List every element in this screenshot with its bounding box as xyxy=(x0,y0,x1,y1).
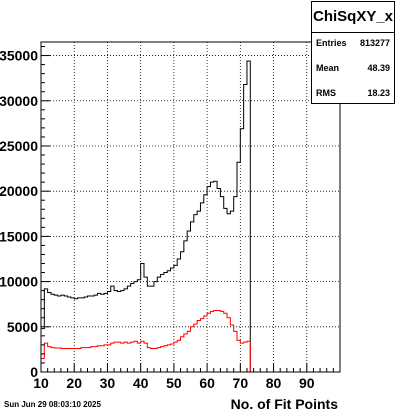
stats-label: RMS xyxy=(316,88,336,98)
x-tick-label: 60 xyxy=(199,375,215,391)
x-axis-title: No. of Fit Points xyxy=(230,396,338,412)
stats-box: ChiSqXY_x Entries 813277 Mean 48.39 RMS … xyxy=(311,1,395,104)
stats-label: Mean xyxy=(316,63,340,73)
y-tick-label: 15000 xyxy=(0,228,38,244)
grid-lines xyxy=(41,42,340,372)
timestamp: Sun Jun 29 08:03:10 2025 xyxy=(4,400,101,409)
y-tick-label: 35000 xyxy=(0,48,38,64)
histogram-series-1-line xyxy=(41,60,340,373)
x-tick-label: 10 xyxy=(33,375,49,391)
histogram-series xyxy=(41,60,340,373)
x-tick-label: 40 xyxy=(133,375,149,391)
stats-title: ChiSqXY_x xyxy=(312,2,394,33)
x-tick-label: 20 xyxy=(66,375,82,391)
y-axis: 0 5000 10000 15000 20000 25000 30000 35000 xyxy=(0,46,50,380)
histogram-series-2-line xyxy=(41,310,340,373)
x-tick-label: 30 xyxy=(100,375,116,391)
y-tick-label: 20000 xyxy=(0,183,38,199)
x-tick-label: 70 xyxy=(233,375,249,391)
x-tick-label: 80 xyxy=(266,375,282,391)
y-tick-label: 5000 xyxy=(7,319,38,335)
x-tick-label: 90 xyxy=(299,375,315,391)
y-tick-label: 0 xyxy=(30,364,38,380)
plot-frame xyxy=(40,41,341,373)
stats-value: 48.39 xyxy=(367,63,390,73)
stats-label: Entries xyxy=(316,38,347,48)
x-axis: 10 20 30 40 50 60 70 80 90 xyxy=(33,363,334,391)
y-tick-label: 25000 xyxy=(0,138,38,154)
y-tick-label: 10000 xyxy=(0,274,38,290)
x-tick-label: 50 xyxy=(166,375,182,391)
stats-value: 813277 xyxy=(359,38,390,48)
stats-value: 18.23 xyxy=(367,88,390,98)
y-tick-label: 30000 xyxy=(0,93,38,109)
